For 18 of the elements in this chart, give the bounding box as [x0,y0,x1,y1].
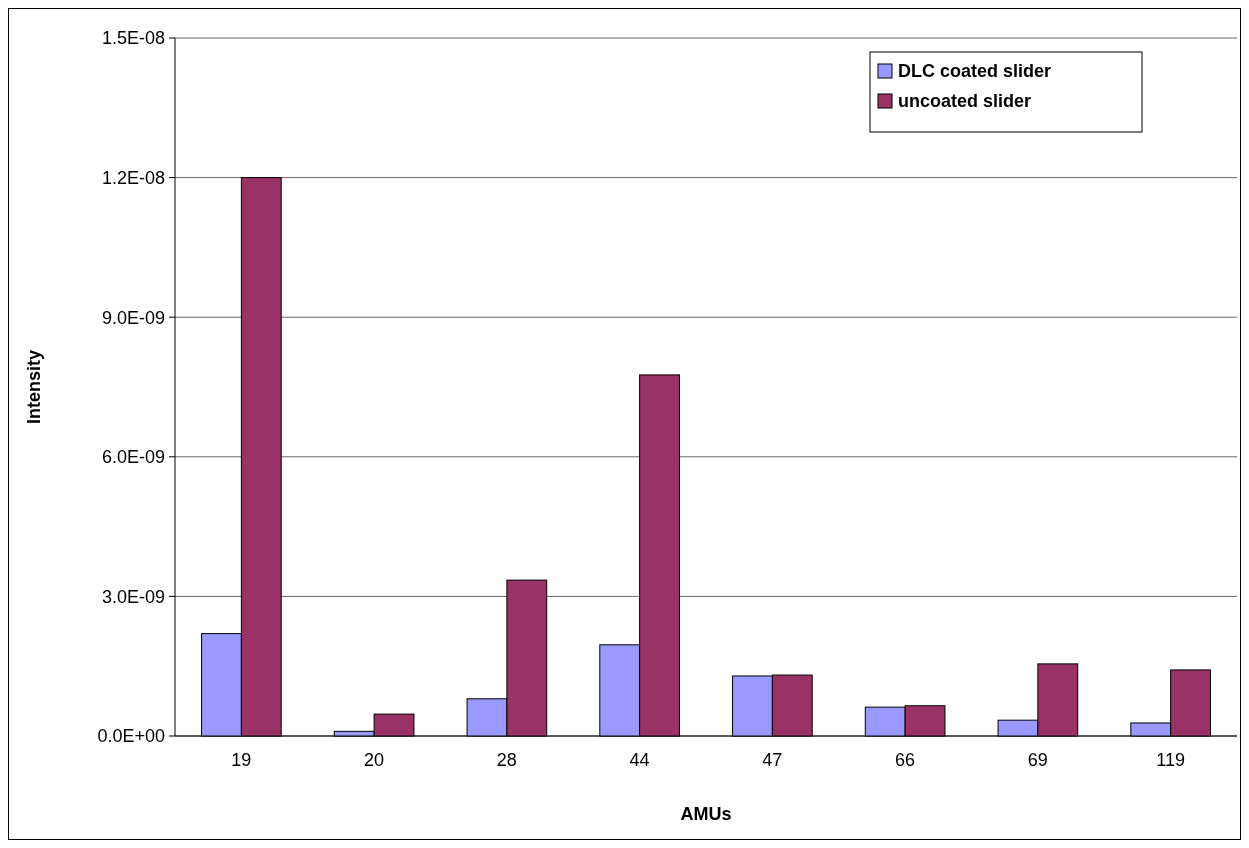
x-tick-label: 28 [496,750,517,770]
x-tick-label: 19 [231,750,252,770]
x-tick-label: 44 [629,750,650,770]
x-tick-label: 20 [364,750,385,770]
y-tick-label: 1.5E-08 [101,28,165,49]
y-tick-label: 6.0E-09 [101,447,165,468]
x-tick-label: 69 [1027,750,1048,770]
y-axis-title: Intensity [24,349,44,425]
x-tick-label: 119 [1156,750,1185,770]
y-tick-label: 3.0E-09 [101,586,165,607]
y-tick-label: 9.0E-09 [101,307,165,328]
x-tick-label: 47 [762,750,783,770]
y-tick-label: 0.0E+00 [97,726,165,747]
y-tick-label: 1.2E-08 [101,167,165,188]
x-axis-title: AMUs [680,804,732,824]
x-tick-label: 66 [895,750,916,770]
legend-label: DLC coated slider [898,61,1052,82]
legend-label: uncoated slider [898,91,1032,112]
